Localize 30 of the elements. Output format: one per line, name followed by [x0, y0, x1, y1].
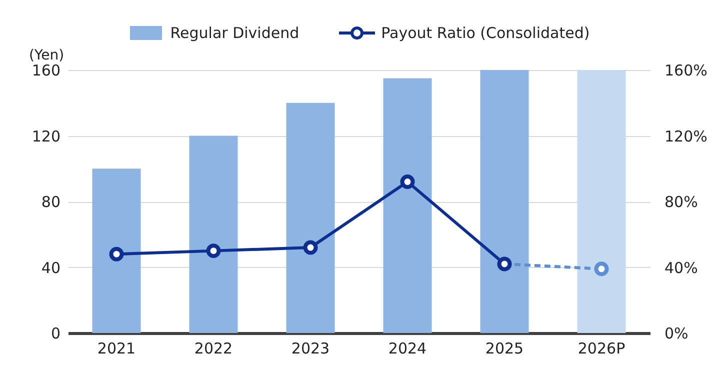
x-tick-label: 2021: [97, 340, 136, 358]
y2-tick-label: 120%: [664, 127, 708, 146]
bar: [480, 70, 529, 333]
bar: [577, 70, 626, 333]
y2-tick-label: 80%: [664, 193, 698, 211]
legend-label: Regular Dividend: [170, 24, 300, 42]
point: [206, 244, 221, 258]
bar: [286, 102, 335, 333]
y-tick-label: 160: [32, 62, 60, 80]
bar: [383, 78, 432, 333]
point: [400, 174, 415, 190]
x-tick-label: 2022: [194, 340, 233, 358]
y-tick-label: 80: [41, 193, 60, 211]
y2-tick-label: 0%: [664, 324, 688, 342]
x-tick-label: 2023: [291, 340, 330, 358]
bar: [189, 136, 238, 333]
point: [109, 246, 124, 262]
x-tick-label: 2024: [388, 340, 427, 358]
x-tick-label: 2025: [485, 340, 524, 358]
y-tick-label: 120: [32, 127, 60, 146]
x-tick-label: 2026P: [578, 340, 626, 358]
legend-label: Payout Ratio (Consolidated): [381, 24, 590, 42]
y-tick-label: 40: [41, 258, 60, 277]
y-tick-label: 0: [50, 324, 60, 342]
bar: [92, 168, 141, 333]
y-axis-title: (Yen): [28, 48, 64, 64]
y2-tick-label: 40%: [664, 258, 698, 277]
y2-tick-label: 160%: [664, 62, 708, 80]
point: [594, 262, 609, 276]
point: [303, 240, 318, 255]
